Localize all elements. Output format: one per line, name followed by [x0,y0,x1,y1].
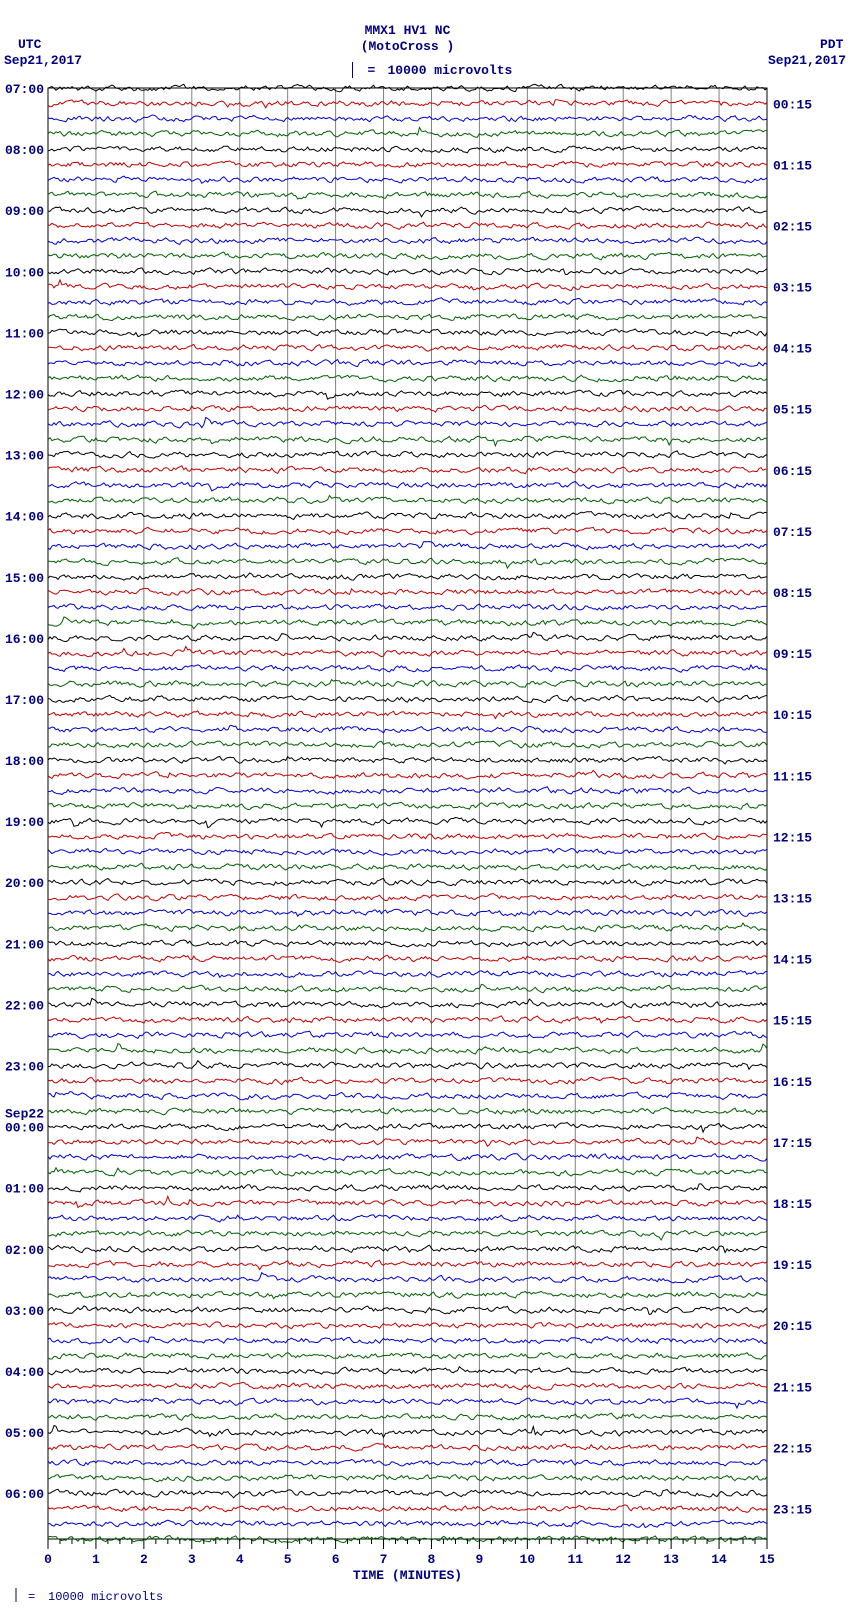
pdt-label: 12:15 [773,830,812,845]
utc-hour-label: 03:00 [5,1304,44,1319]
utc-hour-label: 14:00 [5,510,44,525]
pdt-label: 08:15 [773,586,812,601]
x-tick-label: 10 [520,1552,536,1567]
pdt-label: 23:15 [773,1502,812,1517]
pdt-label: 22:15 [773,1441,812,1456]
x-tick-label: 12 [615,1552,631,1567]
pdt-label: 13:15 [773,892,812,907]
x-tick-label: 6 [332,1552,340,1567]
x-tick-label: 1 [92,1552,100,1567]
pdt-label: 02:15 [773,219,812,234]
x-tick-label: 0 [44,1552,52,1567]
pdt-label: 01:15 [773,158,812,173]
utc-hour-label: 00:00 [5,1121,44,1136]
pdt-label: 17:15 [773,1136,812,1151]
x-tick-label: 4 [236,1552,244,1567]
pdt-label: 06:15 [773,464,812,479]
pdt-label: 14:15 [773,953,812,968]
pdt-label: 10:15 [773,708,812,723]
utc-daybreak: Sep22 [5,1107,44,1122]
date-right: Sep21,2017 [768,53,846,68]
x-tick-label: 8 [428,1552,436,1567]
pdt-label: 07:15 [773,525,812,540]
seismogram-plot: MMX1 HV1 NC(MotoCross ) = 10000 microvolts… [0,0,850,1613]
tz-left: UTC [18,37,42,52]
utc-hour-label: 11:00 [5,326,44,341]
utc-hour-label: 20:00 [5,876,44,891]
utc-hour-label: 05:00 [5,1426,44,1441]
scale-equals: = [368,63,376,78]
utc-hour-label: 06:00 [5,1487,44,1502]
pdt-label: 03:15 [773,281,812,296]
pdt-label: 18:15 [773,1197,812,1212]
x-tick-label: 15 [759,1552,775,1567]
utc-hour-label: 16:00 [5,632,44,647]
scale-value: 10000 microvolts [388,63,513,78]
utc-hour-label: 07:00 [5,82,44,97]
x-tick-label: 14 [711,1552,727,1567]
pdt-label: 21:15 [773,1380,812,1395]
utc-hour-label: 04:00 [5,1365,44,1380]
utc-hour-label: 01:00 [5,1182,44,1197]
utc-hour-label: 02:00 [5,1243,44,1258]
x-tick-label: 2 [140,1552,148,1567]
x-tick-label: 9 [475,1552,483,1567]
x-tick-label: 11 [567,1552,583,1567]
pdt-label: 05:15 [773,403,812,418]
x-tick-label: 7 [380,1552,388,1567]
utc-hour-label: 19:00 [5,815,44,830]
x-tick-label: 3 [188,1552,196,1567]
utc-hour-label: 23:00 [5,1060,44,1075]
station-name: (MotoCross ) [361,39,455,54]
utc-hour-label: 09:00 [5,204,44,219]
utc-hour-label: 08:00 [5,143,44,158]
pdt-label: 19:15 [773,1258,812,1273]
utc-hour-label: 18:00 [5,754,44,769]
footer-equals: = [28,1590,35,1604]
x-axis-label: TIME (MINUTES) [353,1568,462,1583]
tz-right: PDT [820,37,844,52]
pdt-label: 00:15 [773,97,812,112]
pdt-label: 09:15 [773,647,812,662]
utc-hour-label: 15:00 [5,571,44,586]
seismogram-container: { "header": { "station_line1": "MMX1 HV1… [0,0,850,1613]
pdt-label: 04:15 [773,342,812,357]
utc-hour-label: 17:00 [5,693,44,708]
station-code: MMX1 HV1 NC [365,23,451,38]
utc-hour-label: 12:00 [5,387,44,402]
x-tick-label: 5 [284,1552,292,1567]
utc-hour-label: 21:00 [5,937,44,952]
utc-hour-label: 22:00 [5,998,44,1013]
pdt-label: 11:15 [773,769,812,784]
pdt-label: 16:15 [773,1075,812,1090]
pdt-label: 15:15 [773,1014,812,1029]
pdt-label: 20:15 [773,1319,812,1334]
date-left: Sep21,2017 [4,53,82,68]
footer-scale-value: 10000 microvolts [48,1590,163,1604]
x-tick-label: 13 [663,1552,679,1567]
utc-hour-label: 10:00 [5,265,44,280]
utc-hour-label: 13:00 [5,449,44,464]
